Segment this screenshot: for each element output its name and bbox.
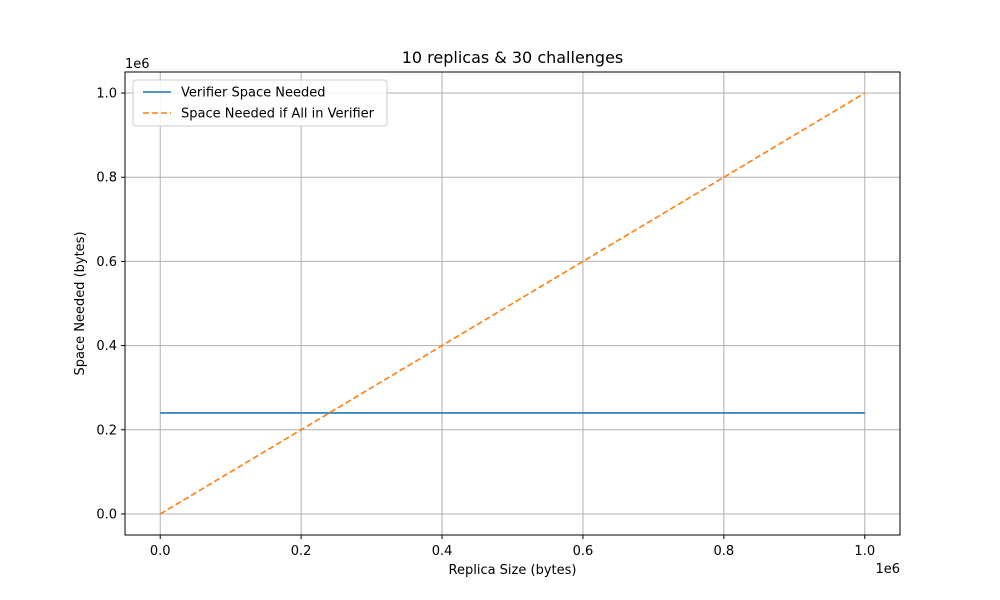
y-axis-label: Space Needed (bytes): [73, 231, 88, 375]
x-tick-label: 0.6: [573, 544, 594, 559]
y-tick-label: 0.8: [96, 171, 117, 186]
y-tick-label: 0.6: [96, 255, 117, 270]
y-tick-label: 0.0: [96, 507, 117, 522]
series-lines: [159, 92, 866, 515]
x-axis-label: Replica Size (bytes): [449, 563, 577, 578]
y-tick-label: 0.2: [96, 423, 117, 438]
x-axis-offset-label: 1e6: [875, 562, 900, 577]
x-tick-label: 1.0: [854, 544, 875, 559]
x-tick-label: 0.2: [291, 544, 312, 559]
legend-label-2: Space Needed if All in Verifier: [181, 107, 375, 122]
grid: [125, 72, 900, 535]
legend: Verifier Space Needed Space Needed if All…: [132, 79, 388, 127]
legend-label-1: Verifier Space Needed: [181, 86, 325, 101]
legend-box: [132, 79, 388, 127]
plot-area-frame: [124, 71, 901, 536]
x-tick-label: 0.4: [432, 544, 453, 559]
x-tick-label: 0.0: [150, 544, 171, 559]
chart-title: 10 replicas & 30 challenges: [402, 48, 624, 67]
y-axis-offset-label: 1e6: [125, 57, 150, 72]
series-line-2: [159, 92, 866, 515]
axis-ticks: 0.0 0.2 0.4 0.6 0.8 1.0 0.0 0.2 0.4 0.6 0.8 1.0: [96, 87, 875, 559]
y-tick-label: 0.4: [96, 339, 117, 354]
x-tick-label: 0.8: [714, 544, 735, 559]
y-tick-label: 1.0: [96, 87, 117, 102]
